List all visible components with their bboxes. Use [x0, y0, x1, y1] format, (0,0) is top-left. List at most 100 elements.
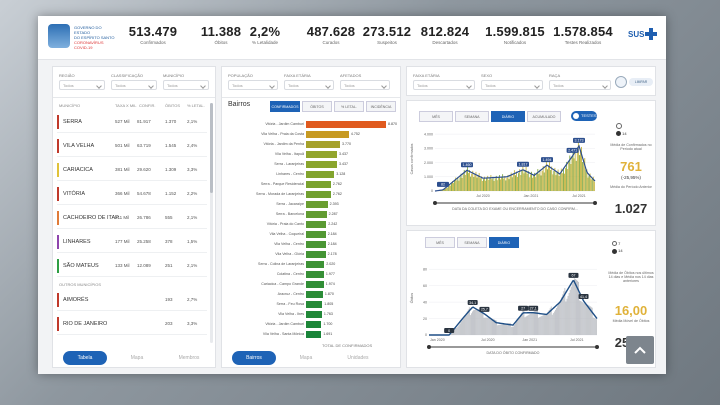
filter-dropdown[interactable]: FAIXA ETÁRIA Todos: [413, 73, 475, 90]
daily-death-bar: [460, 322, 462, 335]
daily-death-bar: [496, 320, 498, 335]
bairro-bar-row[interactable]: Serra - Laranjeiras 3.437: [222, 161, 392, 169]
scrollbar-thumb[interactable]: [210, 103, 213, 193]
bairro-bar-row[interactable]: Serra - Parque Residencial 2.762: [222, 181, 392, 189]
filter-select[interactable]: Todos: [284, 80, 334, 90]
view-button[interactable]: Unidades: [347, 355, 369, 361]
filter-dropdown[interactable]: FAIXA ETÁRIA Todos: [284, 73, 334, 90]
filter-select[interactable]: Todos: [549, 80, 611, 90]
table-row[interactable]: CACHOEIRO DE ITAP. 211 Mil 26.786 555 2,1%: [57, 207, 207, 229]
bairro-bar-row[interactable]: Serra - Jacaraípe 2.393: [222, 201, 392, 209]
chart-tab[interactable]: ACUMULADO: [527, 111, 561, 122]
scrollbar[interactable]: [210, 103, 213, 343]
column-header[interactable]: % LETAL.: [187, 103, 205, 108]
daily-bar: [447, 186, 449, 191]
kpi-value: 1.578.854: [553, 24, 613, 39]
filter-dropdown[interactable]: CLASSIFICAÇÃO Todos: [111, 73, 157, 90]
limpar-filtros-button[interactable]: LIMPAR: [629, 78, 653, 86]
bairro-bar-row[interactable]: Vila Velha - Glória 2.178: [222, 251, 392, 259]
bairro-bar-row[interactable]: Cariacica - Campo Grande 1.974: [222, 281, 392, 289]
bairro-bar: [306, 261, 325, 268]
chart-tab[interactable]: ÓBITOS: [302, 101, 332, 112]
daily-death-bar: [578, 281, 579, 335]
filter-dropdown[interactable]: RAÇA Todos: [549, 73, 611, 90]
daily-death-bar: [557, 306, 558, 335]
bairro-bar-row[interactable]: Vila Velha - Centro 2.184: [222, 241, 392, 249]
table-row[interactable]: SÃO MATEUS 133 Mil 12.089 251 2,1%: [57, 255, 207, 277]
bairro-bar-row[interactable]: Vitória - Jardim Camburi 1.700: [222, 321, 392, 329]
filter-select[interactable]: Todos: [59, 80, 105, 90]
filter-select[interactable]: Todos: [111, 80, 157, 90]
view-button[interactable]: Tabela: [63, 351, 107, 365]
column-header[interactable]: TAXA X MIL: [115, 103, 137, 108]
chart-tab[interactable]: MÊS: [419, 111, 453, 122]
filter-select[interactable]: Todos: [340, 80, 390, 90]
view-button[interactable]: Bairros: [232, 351, 276, 365]
chart-tab[interactable]: DIÁRIO: [491, 111, 525, 122]
filter-select[interactable]: Todos: [228, 80, 278, 90]
bairro-bar-row[interactable]: Vila Velha - Santa Mônica 1.691: [222, 331, 392, 339]
daily-death-bar: [591, 307, 593, 335]
bairro-bar-row[interactable]: Serra - Colina de Laranjeiras 2.020: [222, 261, 392, 269]
slider-handle-end: [595, 345, 599, 349]
chart-tab[interactable]: SEMANA: [457, 237, 487, 248]
bairro-value: 3.437: [338, 162, 348, 166]
scroll-top-button[interactable]: [626, 336, 654, 364]
chart-tab[interactable]: CONFIRMADOS: [270, 101, 300, 112]
bairro-bar-row[interactable]: Vila Velha - Praia da Costa 4.752: [222, 131, 392, 139]
bairro-bar-row[interactable]: Aracruz - Centro 1.870: [222, 291, 392, 299]
bairro-bar: [306, 201, 328, 208]
radio-group[interactable]: 7 14: [612, 241, 623, 254]
bairro-bar-row[interactable]: Vila Velha - Coqueiral 2.184: [222, 231, 392, 239]
filter-select[interactable]: Todos: [163, 80, 209, 90]
filter-dropdown[interactable]: SEXO Todos: [481, 73, 543, 90]
cell-rate: 527 Mil: [115, 119, 130, 124]
filter-select[interactable]: Todos: [481, 80, 543, 90]
bairro-bar-row[interactable]: Colatina - Centro 1.977: [222, 271, 392, 279]
view-button[interactable]: Membros: [178, 355, 200, 361]
table-row[interactable]: SERRA 527 Mil 81.917 1.370 2,1%: [57, 111, 207, 133]
bairro-bar-row[interactable]: Vila Velha - Ibes 1.763: [222, 311, 392, 319]
column-header[interactable]: ÓBITOS: [165, 103, 181, 108]
chart-tab[interactable]: SEMANA: [455, 111, 489, 122]
bairro-bar-row[interactable]: Serra - Feu Rosa 1.805: [222, 301, 392, 309]
daily-bar: [502, 174, 504, 191]
daily-bar: [496, 180, 498, 191]
table-row[interactable]: RIO DE JANEIRO 203 3,3%: [57, 313, 207, 335]
daily-death-bar: [561, 297, 563, 335]
chart-tab[interactable]: DIÁRIO: [489, 237, 519, 248]
testes-toggle[interactable]: TESTES: [571, 111, 597, 121]
view-button[interactable]: Mapa: [130, 355, 144, 361]
chart-tab[interactable]: MÊS: [425, 237, 455, 248]
table-row[interactable]: VITÓRIA 366 Mil 54.678 1.152 2,2%: [57, 183, 207, 205]
column-header[interactable]: MUNICÍPIO: [59, 103, 81, 108]
column-header[interactable]: CONFIR.: [139, 103, 156, 108]
table-row[interactable]: VILA VELHA 501 Mil 63.719 1.545 2,4%: [57, 135, 207, 157]
daily-death-bar: [506, 323, 508, 335]
radio-7-icon[interactable]: [616, 123, 622, 129]
bairro-bar-row[interactable]: Vitória - Jardim da Penha 3.770: [222, 141, 392, 149]
bairro-bar-row[interactable]: Vitória - Praia do Canto 2.242: [222, 221, 392, 229]
table-row[interactable]: CARIACICA 381 Mil 29.620 1.309 3,3%: [57, 159, 207, 181]
bairro-bar-row[interactable]: Linhares - Centro 3.128: [222, 171, 392, 179]
table-row[interactable]: LINHARES 177 Mil 25.258 378 1,5%: [57, 231, 207, 253]
bairro-bar-row[interactable]: Vitória - Jardim Camburi 8.870: [222, 121, 397, 129]
clear-filters-icon[interactable]: [615, 76, 627, 88]
bairro-bar-row[interactable]: Serra - Barcelona 2.287: [222, 211, 392, 219]
filter-dropdown[interactable]: AFETADOS Todos: [340, 73, 390, 90]
daily-bar: [561, 173, 563, 191]
daily-death-bar: [490, 318, 492, 335]
filter-dropdown[interactable]: POPULAÇÃO Todos: [228, 73, 278, 90]
bairro-bar-row[interactable]: Vila Velha - Itapuã 3.437: [222, 151, 392, 159]
view-button[interactable]: Mapa: [299, 355, 313, 361]
cell-rate: 366 Mil: [115, 191, 130, 196]
filter-dropdown[interactable]: MUNICÍPIO Todos: [163, 73, 209, 90]
daily-death-bar: [483, 317, 485, 335]
filter-select[interactable]: Todos: [413, 80, 475, 90]
table-row[interactable]: AIMORÉS 193 2,7%: [57, 289, 207, 311]
chart-tab[interactable]: % LETAL.: [334, 101, 364, 112]
daily-bar: [492, 176, 494, 191]
filter-dropdown[interactable]: REGIÃO Todos: [59, 73, 105, 90]
chart-tab[interactable]: INCIDÊNCIA: [366, 101, 396, 112]
bairro-bar-row[interactable]: Serra - Morada de Laranjeiras 2.762: [222, 191, 392, 199]
